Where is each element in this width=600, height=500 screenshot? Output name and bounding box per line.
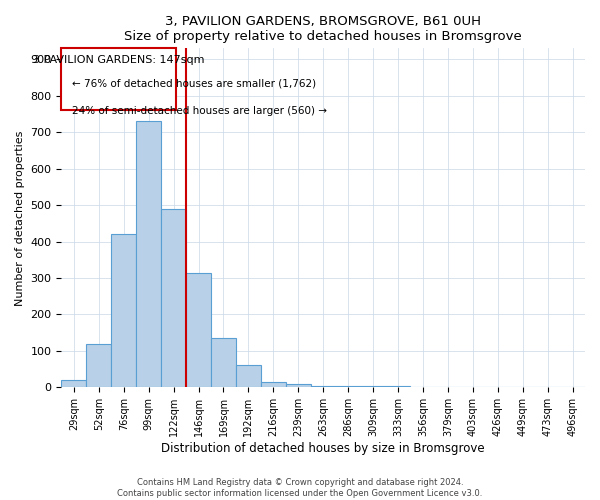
Bar <box>436 386 460 388</box>
X-axis label: Distribution of detached houses by size in Bromsgrove: Distribution of detached houses by size … <box>161 442 485 455</box>
Bar <box>261 382 286 388</box>
Y-axis label: Number of detached properties: Number of detached properties <box>15 130 25 306</box>
Bar <box>111 234 136 388</box>
Title: 3, PAVILION GARDENS, BROMSGROVE, B61 0UH
Size of property relative to detached h: 3, PAVILION GARDENS, BROMSGROVE, B61 0UH… <box>124 15 522 43</box>
Text: 24% of semi-detached houses are larger (560) →: 24% of semi-detached houses are larger (… <box>72 106 327 116</box>
Bar <box>361 386 386 388</box>
Bar <box>410 386 436 388</box>
Bar <box>136 121 161 388</box>
Bar <box>311 386 335 388</box>
Text: Contains HM Land Registry data © Crown copyright and database right 2024.
Contai: Contains HM Land Registry data © Crown c… <box>118 478 482 498</box>
Text: 3 PAVILION GARDENS: 147sqm: 3 PAVILION GARDENS: 147sqm <box>33 55 205 65</box>
Text: ← 76% of detached houses are smaller (1,762): ← 76% of detached houses are smaller (1,… <box>72 79 316 89</box>
Bar <box>161 208 186 388</box>
Bar <box>335 386 361 388</box>
Bar <box>386 386 410 388</box>
Bar <box>236 366 261 388</box>
Bar <box>186 272 211 388</box>
Bar <box>211 338 236 388</box>
Bar <box>61 380 86 388</box>
FancyBboxPatch shape <box>61 48 176 110</box>
Bar <box>286 384 311 388</box>
Bar <box>86 344 111 388</box>
